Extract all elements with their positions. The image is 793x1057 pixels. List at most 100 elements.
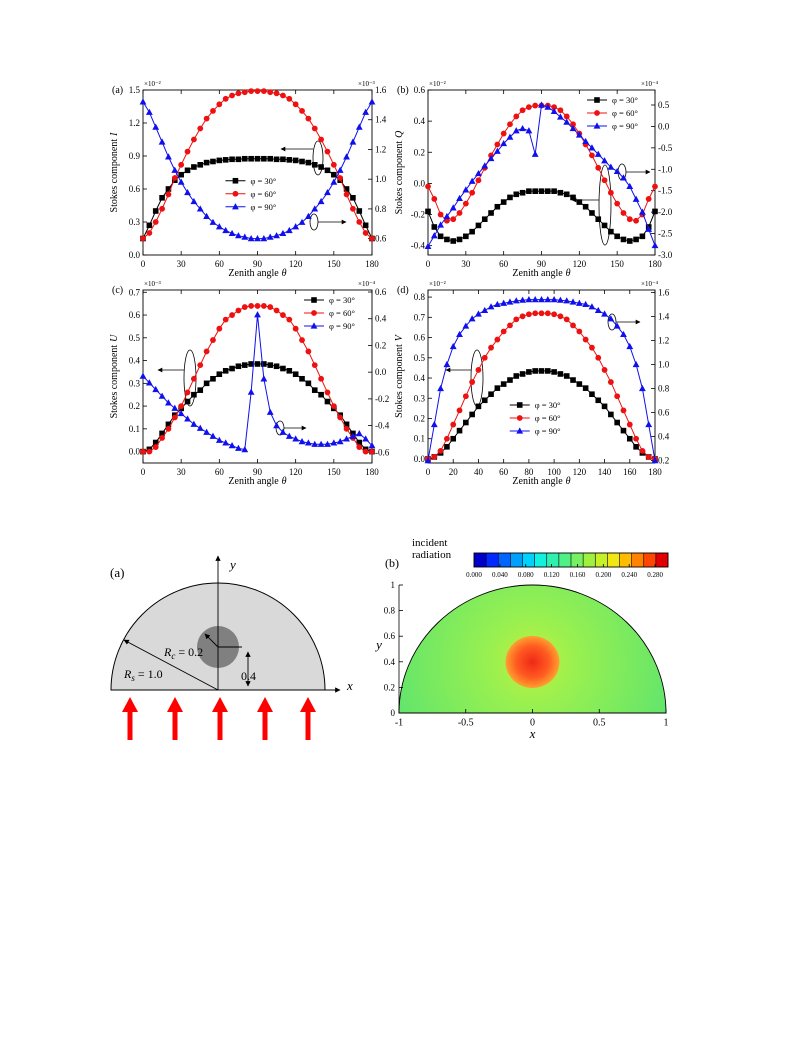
marker [368, 98, 376, 105]
marker [620, 174, 627, 181]
marker [222, 95, 229, 102]
marker [254, 235, 261, 242]
chart-panel: 0 20 40 60 80 100 120 140 160 180 0.0 0.1 0.2 0.3 0.4 0… [394, 280, 670, 487]
marker [475, 403, 482, 410]
marker [299, 375, 305, 382]
marker [235, 307, 242, 314]
marker [229, 312, 235, 318]
marker [544, 310, 551, 317]
marker [582, 137, 590, 145]
marker [304, 439, 312, 446]
marker [261, 361, 267, 367]
legend-label: φ = 90° [612, 121, 638, 131]
x-tick-label: 30 [177, 467, 187, 477]
marker [462, 200, 469, 207]
marker [222, 368, 229, 374]
x-tick-label: 180 [648, 259, 662, 269]
x-tick-label: 150 [327, 467, 341, 477]
marker [235, 444, 242, 451]
marker [273, 232, 280, 239]
marker [222, 157, 229, 163]
panel-label: (a) [110, 565, 124, 580]
marker [569, 124, 577, 132]
marker [576, 381, 583, 387]
marker [254, 361, 261, 367]
marker [607, 379, 614, 385]
marker [254, 155, 261, 162]
x-tick-label: 120 [289, 259, 303, 269]
incident-arrow [127, 710, 133, 740]
legend-label: φ = 30° [329, 295, 355, 305]
colorbar-tick-label: 0.160 [570, 571, 586, 579]
marker [450, 435, 457, 442]
marker [203, 348, 210, 355]
marker [356, 444, 363, 450]
marker [519, 124, 526, 132]
marker [633, 435, 639, 442]
x-tick-label: 0 [141, 259, 146, 269]
marker [210, 375, 216, 382]
marker [305, 159, 312, 166]
value: = 1.0 [138, 667, 163, 681]
marker [305, 380, 312, 387]
label-symbol: θ [566, 476, 571, 487]
legend-label: φ = 90° [329, 321, 355, 331]
axis-multiplier: ×10⁻² [429, 80, 446, 88]
series-line [142, 90, 373, 239]
y-tick-label: 0.3 [129, 378, 141, 388]
legend-marker [593, 122, 601, 129]
radius-arrow [204, 633, 219, 648]
marker [639, 447, 646, 454]
marker [462, 393, 469, 400]
marker [494, 385, 501, 391]
x-tick-label: 120 [573, 259, 587, 269]
x-tick-label: -1 [395, 718, 403, 729]
marker [298, 438, 306, 445]
marker [626, 342, 634, 350]
x-tick-label: 150 [610, 259, 624, 269]
marker [437, 384, 445, 392]
y-tick-label: 0.7 [129, 287, 141, 297]
incident-arrows [122, 697, 316, 740]
y-tick-label: 0.2 [129, 401, 140, 411]
marker [626, 238, 633, 244]
x-tick-label: 90 [253, 467, 263, 477]
y2-tick-label: 1.0 [658, 359, 670, 369]
marker [620, 210, 627, 216]
colorbar-cell [619, 553, 632, 567]
marker [425, 208, 431, 215]
series-line [142, 363, 373, 453]
marker [525, 104, 532, 111]
marker [197, 362, 204, 369]
marker [614, 393, 621, 400]
y-tick-label: 0.0 [414, 454, 426, 464]
marker [285, 432, 293, 439]
marker [159, 430, 165, 437]
marker [159, 195, 165, 201]
marker [330, 439, 338, 446]
marker [544, 103, 552, 110]
marker [369, 448, 375, 455]
marker [190, 197, 198, 205]
y-tick-label: 0.6 [129, 310, 141, 320]
marker [545, 368, 551, 374]
marker [241, 155, 248, 162]
marker [267, 304, 274, 310]
marker [525, 296, 533, 303]
colorbar-cell [510, 553, 523, 567]
y-tick-label: 0.5 [414, 353, 426, 363]
marker [286, 368, 293, 374]
marker [494, 336, 501, 343]
marker [191, 164, 197, 170]
x-tick-label: 150 [327, 259, 341, 269]
colorbar-cell [558, 553, 572, 567]
marker [519, 371, 526, 377]
marker [620, 330, 627, 338]
marker [254, 303, 261, 309]
marker [171, 166, 179, 173]
y-tick-label: 0.3 [414, 393, 426, 403]
axis-multiplier: ×10⁻⁴ [641, 280, 659, 288]
marker [532, 102, 539, 109]
marker [551, 188, 557, 194]
marker [184, 415, 191, 422]
